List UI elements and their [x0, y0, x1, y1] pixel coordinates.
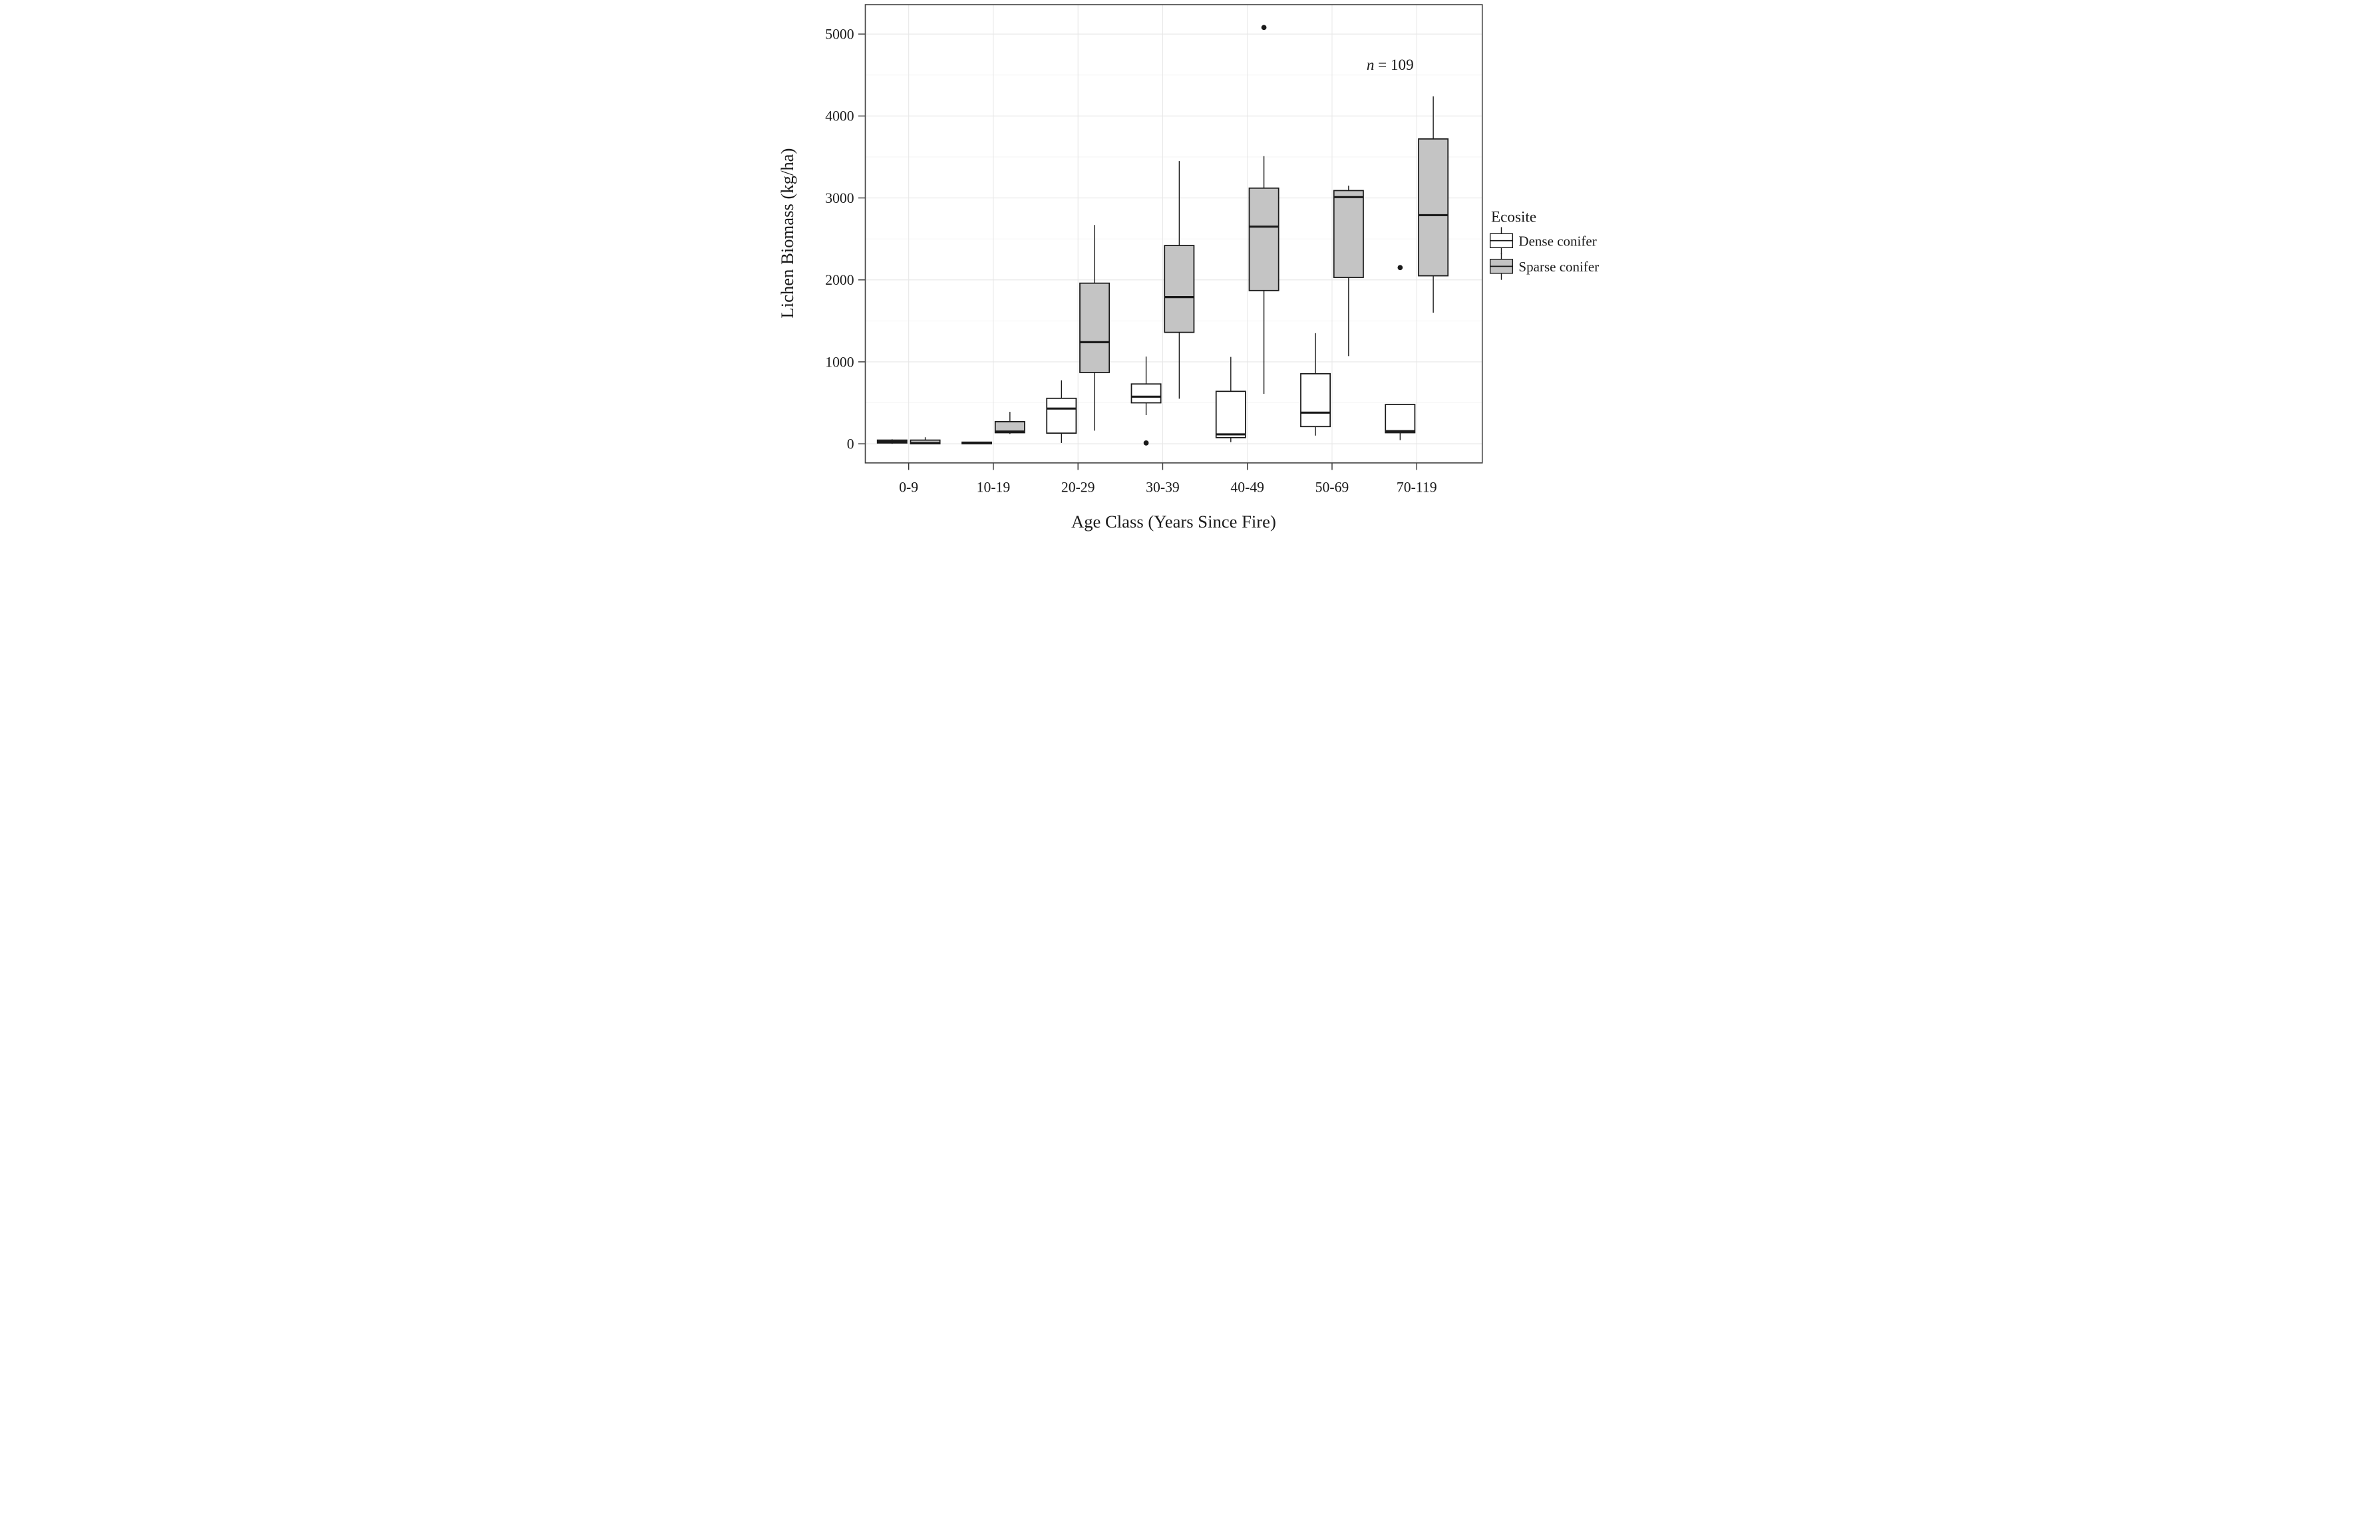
panel-border — [864, 4, 1483, 464]
box-sparse-70-119 — [1417, 138, 1448, 277]
outlier-point — [1261, 25, 1266, 31]
box-dense-30-39 — [1130, 383, 1162, 404]
y-tick-label: 5000 — [825, 27, 854, 43]
box-dense-40-49 — [1215, 390, 1246, 438]
y-tick-label: 3000 — [825, 190, 854, 206]
legend: Ecosite Dense conifer Sparse conifer — [1489, 209, 1599, 280]
box-dense-70-119 — [1384, 404, 1415, 434]
annotation-value: = 109 — [1374, 57, 1413, 74]
legend-title: Ecosite — [1491, 209, 1536, 226]
box-dense-50-69 — [1299, 373, 1331, 428]
x-tick-label: 70-119 — [1396, 480, 1437, 496]
box-dense-20-29 — [1045, 397, 1077, 434]
box-sparse-40-49 — [1248, 187, 1279, 291]
outlier-point — [1397, 265, 1403, 271]
boxplot-figure: 0 1000 2000 3000 4000 5000 0-9 10-19 20-29 30-39 4… — [772, 0, 1608, 540]
x-tick-label: 20-29 — [1061, 480, 1095, 496]
legend-label-dense: Dense conifer — [1518, 233, 1596, 249]
y-tick-label: 2000 — [825, 272, 854, 288]
x-tick-label: 50-69 — [1315, 480, 1349, 496]
legend-key-sparse: Sparse conifer — [1489, 253, 1599, 280]
box-sparse-50-69 — [1333, 190, 1364, 278]
outlier-point — [1143, 440, 1148, 446]
sample-size-annotation: n = 109 — [1366, 57, 1413, 74]
annotation-variable: n — [1366, 57, 1374, 74]
box-sparse-10-19 — [994, 420, 1025, 434]
box-sparse-30-39 — [1163, 245, 1194, 333]
y-tick-label: 4000 — [825, 108, 854, 124]
x-tick-label: 40-49 — [1230, 480, 1264, 496]
box-sparse-20-29 — [1079, 282, 1110, 373]
x-tick-label: 10-19 — [976, 480, 1010, 496]
legend-key-dense: Dense conifer — [1489, 227, 1596, 255]
x-tick-label: 30-39 — [1146, 480, 1180, 496]
y-tick-label: 0 — [846, 436, 854, 452]
y-tick-label: 1000 — [825, 354, 854, 370]
lichen-biomass-boxplot: 0 1000 2000 3000 4000 5000 0-9 10-19 20-29 30-39 4… — [772, 0, 1608, 540]
chart-marks: 0 1000 2000 3000 4000 5000 0-9 10-19 20-29 30-39 4… — [825, 4, 1483, 496]
legend-label-sparse: Sparse conifer — [1518, 259, 1599, 275]
y-axis-title: Lichen Biomass (kg/ha) — [776, 148, 796, 319]
x-tick-label: 0-9 — [899, 480, 918, 496]
x-axis-title: Age Class (Years Since Fire) — [1071, 512, 1275, 532]
